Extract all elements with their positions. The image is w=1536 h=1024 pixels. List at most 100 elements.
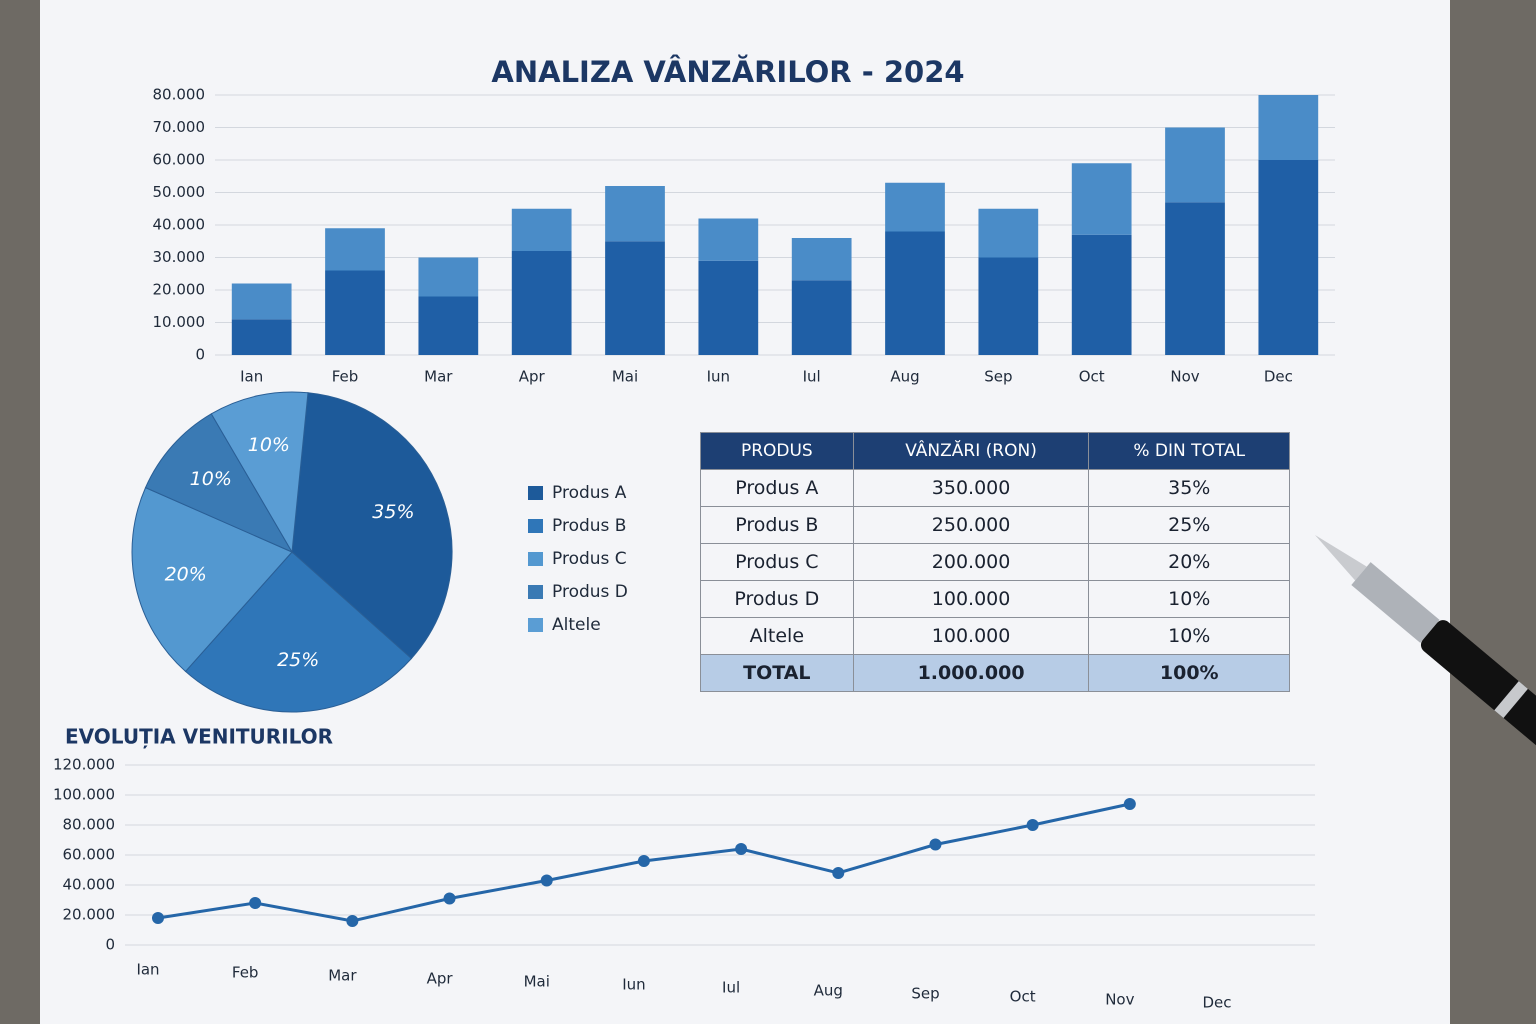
bar [325,270,385,355]
x-tick-label: Ian [240,368,263,386]
x-tick-label: Feb [332,368,359,386]
x-tick-label: Apr [427,970,454,988]
x-tick-label: Mar [328,967,357,985]
total-cell: 100% [1088,654,1290,692]
bar [1258,95,1319,160]
header-cell: % DIN TOTAL [1088,432,1290,470]
line-point [540,874,553,887]
pie-label: 20% [165,564,207,586]
table-cell: 25% [1088,506,1290,544]
table-cell: Produs D [700,580,854,618]
y-tick-label: 10.000 [153,313,206,331]
line-point [1026,819,1039,831]
pie-slice [184,551,413,713]
line-point [152,912,164,924]
x-tick-label: Oct [1010,988,1036,1006]
legend-swatch [528,552,543,566]
table-header-row: PRODUS VÂNZĂRI (RON)% DIN TOTAL [700,432,1290,470]
bar [885,231,945,355]
header-cell: VÂNZĂRI (RON) [852,432,1090,470]
pie-slice [210,391,309,554]
line-point [443,892,456,905]
x-tick-label: Nov [1105,991,1134,1009]
table-row: Produs B 250.000 25% [700,506,1290,544]
y-tick-label: 0 [105,936,115,954]
pie-slice [291,392,453,660]
bar [1165,202,1225,355]
legend-swatch [528,585,543,599]
table-row: Altele 100.000 10% [700,617,1290,655]
x-tick-label: Dec [1203,994,1232,1012]
chart-title: EVOLUȚIA VENITURILOR [65,725,333,749]
bar [231,283,292,320]
table-row: Produs A 350.000 35% [700,469,1290,507]
bar [325,228,385,271]
x-tick-label: Sep [911,985,939,1003]
pie-label: 10% [248,434,290,456]
bar [605,241,665,355]
pie-slice [144,413,294,554]
table-cell: Altele [700,617,854,655]
y-tick-label: 40.000 [153,216,206,234]
total-cell: 1.000.000 [852,654,1090,692]
bar [231,319,292,355]
sales-table: PRODUS VÂNZĂRI (RON)% DIN TOTAL Produs A 35… [700,432,1290,692]
x-tick-label: Ian [136,961,159,979]
line-point [735,843,748,855]
legend-label: Produs D [552,582,628,602]
bar [511,208,572,251]
line-point [832,867,845,879]
x-tick-label: Iun [707,368,730,386]
x-tick-label: Iul [722,979,740,997]
pen [1315,535,1536,772]
table-cell: 100.000 [852,580,1090,618]
x-tick-label: Dec [1264,368,1293,386]
line-point [249,897,262,909]
x-tick-label: Iul [803,368,821,386]
table-total-row: TOTAL 1.000.000 100% [700,654,1290,692]
x-tick-label: Mai [524,973,550,991]
line-point [637,855,650,867]
x-tick-label: Feb [232,964,259,982]
table-cell: Produs C [700,543,854,581]
table-cell: 10% [1088,580,1290,618]
bar [511,251,572,355]
y-tick-label: 100.000 [53,786,115,804]
y-tick-label: 40.000 [63,876,116,894]
y-tick-label: 80.000 [153,86,206,104]
line-point [346,915,359,927]
x-tick-label: Oct [1079,368,1105,386]
x-tick-label: Nov [1170,368,1199,386]
table-cell: Produs B [700,506,854,544]
legend-swatch [528,618,543,632]
table-cell: Produs A [700,469,854,507]
bar [1165,127,1225,203]
x-tick-label: Apr [519,368,546,386]
pie-label: 10% [190,468,232,490]
table-cell: 100.000 [852,617,1090,655]
y-tick-label: 60.000 [153,151,206,169]
y-tick-label: 80.000 [63,816,116,834]
y-tick-label: 120.000 [53,756,115,774]
bar [418,257,479,297]
table-cell: 35% [1088,469,1290,507]
bar [1071,163,1132,235]
y-tick-label: 30.000 [153,248,206,266]
legend-label: Produs C [552,549,627,569]
bar [791,280,852,355]
table-row: Produs C 200.000 20% [700,543,1290,581]
page-title: ANALIZA VÂNZĂRILOR - 2024 [491,55,964,89]
table-row: Produs D 100.000 10% [700,580,1290,618]
y-tick-label: 70.000 [153,118,206,136]
x-tick-label: Aug [890,368,919,386]
legend-label: Altele [552,615,601,635]
legend-label: Produs B [552,516,626,536]
line-point [929,838,942,851]
bar [978,208,1039,258]
table-cell: 10% [1088,617,1290,655]
bar [605,186,665,242]
legend-label: Produs A [552,483,627,503]
x-tick-label: Mar [424,368,453,386]
bar [1258,160,1319,355]
